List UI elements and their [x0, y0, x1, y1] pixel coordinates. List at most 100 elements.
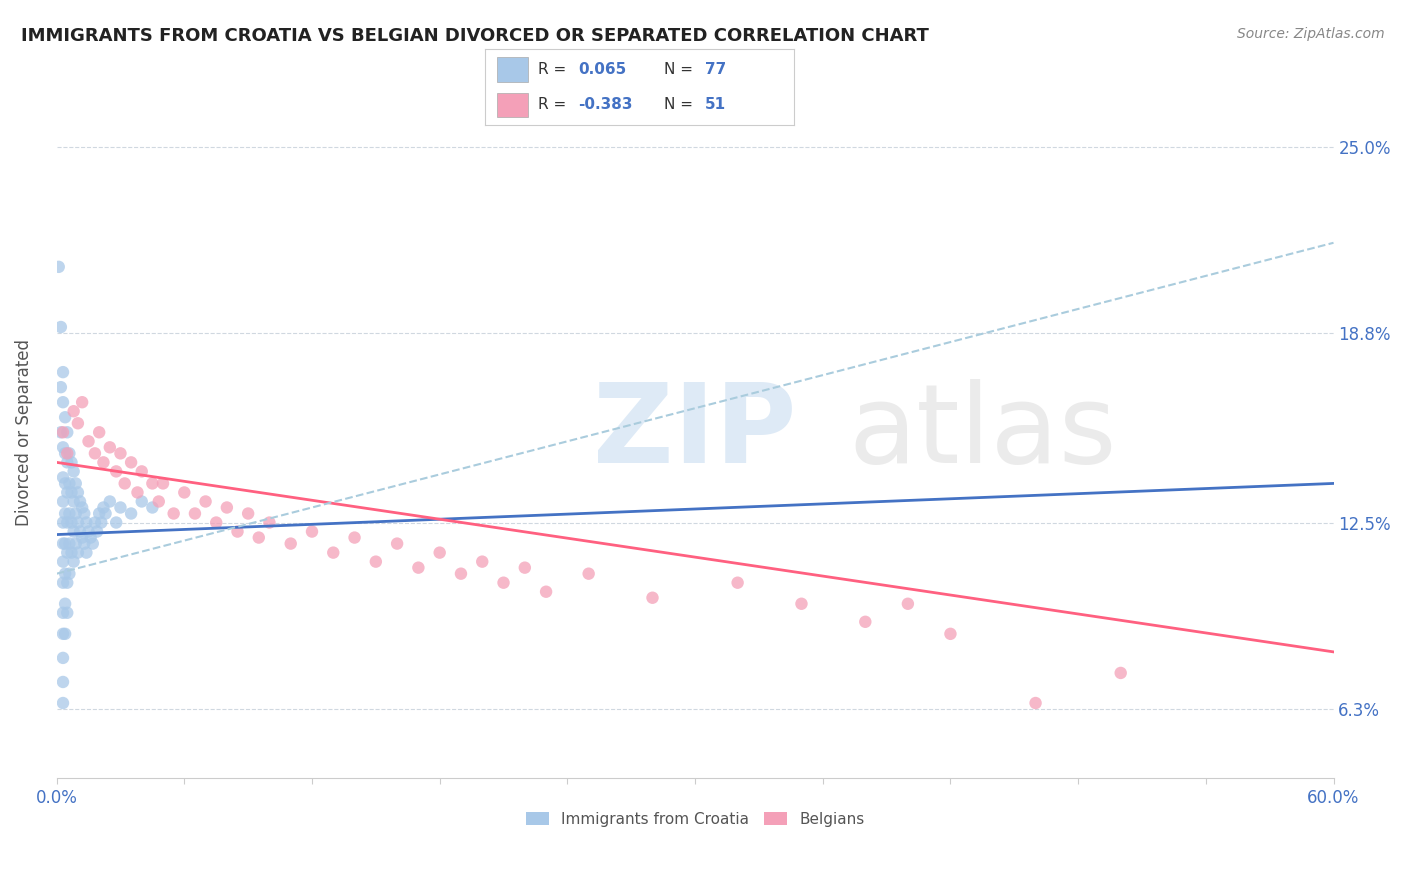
Point [131, 494, 153, 508]
Point [56, 546, 79, 560]
Point [56, 575, 79, 590]
Text: Source: ZipAtlas.com: Source: ZipAtlas.com [1237, 27, 1385, 41]
Point [52, 651, 75, 665]
Point [52, 536, 75, 550]
Point [322, 546, 344, 560]
Point [408, 560, 430, 574]
Point [62, 524, 84, 539]
Point [98, 494, 121, 508]
Text: 77: 77 [704, 62, 725, 77]
Point [343, 531, 366, 545]
Text: atlas: atlas [848, 379, 1116, 486]
Point [52, 395, 75, 409]
Point [94, 507, 117, 521]
Point [152, 476, 174, 491]
Point [53, 566, 76, 581]
Point [58, 476, 80, 491]
Point [82, 536, 104, 550]
Point [853, 615, 876, 629]
Point [66, 485, 89, 500]
Point [66, 516, 89, 530]
Point [62, 494, 84, 508]
Text: R =: R = [537, 62, 571, 77]
Point [84, 446, 107, 460]
Point [205, 516, 228, 530]
Point [1025, 696, 1047, 710]
Point [280, 536, 302, 550]
Point [58, 507, 80, 521]
Point [105, 464, 128, 478]
Text: 0.065: 0.065 [578, 62, 626, 77]
Point [513, 560, 536, 574]
Point [58, 446, 80, 460]
Point [56, 455, 79, 469]
Point [641, 591, 664, 605]
Point [89, 425, 111, 440]
Text: N =: N = [665, 62, 699, 77]
Point [52, 555, 75, 569]
FancyBboxPatch shape [498, 57, 529, 82]
Point [66, 546, 89, 560]
Point [110, 446, 132, 460]
Point [49, 380, 72, 394]
Point [110, 500, 132, 515]
Point [75, 546, 97, 560]
Point [52, 675, 75, 690]
Point [53, 410, 76, 425]
Point [897, 597, 920, 611]
Point [141, 476, 163, 491]
Point [790, 597, 813, 611]
Point [58, 536, 80, 550]
Point [52, 575, 75, 590]
Point [259, 516, 281, 530]
Point [90, 516, 112, 530]
Point [60, 485, 83, 500]
Point [120, 455, 142, 469]
Text: IMMIGRANTS FROM CROATIA VS BELGIAN DIVORCED OR SEPARATED CORRELATION CHART: IMMIGRANTS FROM CROATIA VS BELGIAN DIVOR… [21, 27, 929, 45]
Point [79, 531, 101, 545]
Point [364, 555, 387, 569]
Point [1109, 665, 1132, 680]
Point [173, 485, 195, 500]
Point [89, 507, 111, 521]
Point [70, 531, 93, 545]
Point [127, 485, 149, 500]
Point [52, 696, 75, 710]
Point [58, 566, 80, 581]
Point [93, 500, 115, 515]
FancyBboxPatch shape [498, 93, 529, 118]
Point [450, 566, 472, 581]
Point [56, 485, 79, 500]
Point [52, 516, 75, 530]
Point [194, 494, 217, 508]
Point [53, 507, 76, 521]
Text: ZIP: ZIP [593, 379, 796, 486]
Point [52, 425, 75, 440]
Point [105, 516, 128, 530]
Point [69, 524, 91, 539]
Point [148, 494, 170, 508]
Point [98, 440, 121, 454]
Point [49, 425, 72, 440]
Point [184, 507, 207, 521]
Point [60, 516, 83, 530]
Text: R =: R = [537, 97, 571, 112]
Point [62, 555, 84, 569]
Point [52, 494, 75, 508]
Point [141, 500, 163, 515]
Point [215, 500, 238, 515]
Point [226, 524, 249, 539]
Point [52, 470, 75, 484]
Point [236, 507, 259, 521]
Point [84, 516, 107, 530]
Point [534, 584, 557, 599]
Point [301, 524, 323, 539]
Point [73, 507, 96, 521]
Point [70, 500, 93, 515]
Point [73, 536, 96, 550]
Point [131, 464, 153, 478]
Text: -0.383: -0.383 [578, 97, 633, 112]
Point [56, 516, 79, 530]
Point [120, 507, 142, 521]
Point [53, 446, 76, 460]
